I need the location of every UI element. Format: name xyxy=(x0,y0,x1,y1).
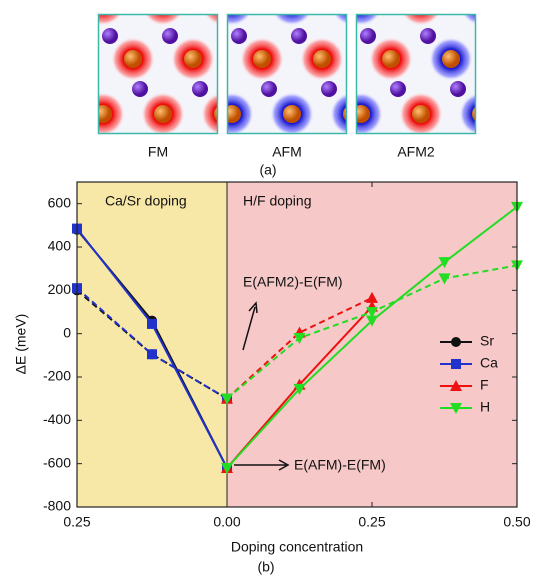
purple-atom xyxy=(390,81,406,97)
region-label: Ca/Sr doping xyxy=(105,193,187,209)
purple-atom xyxy=(450,81,466,97)
y-tick-label: 400 xyxy=(48,238,72,254)
purple-atom xyxy=(360,28,376,44)
region xyxy=(77,182,227,507)
chart-caption: (b) xyxy=(257,559,274,575)
orange-atom xyxy=(283,105,301,123)
orange-atom xyxy=(223,0,241,13)
legend-label: F xyxy=(480,377,489,393)
orange-atom xyxy=(352,105,370,123)
y-axis-title: ΔE (meV) xyxy=(13,314,29,375)
y-tick-label: 600 xyxy=(48,194,72,210)
chart: Ca/Sr doping H/F doping -800 -600 -400 -200 0 2… xyxy=(43,182,531,530)
x-tick-label: 0.25 xyxy=(63,514,90,530)
orange-atom xyxy=(184,50,202,68)
x-tick-label: 0.50 xyxy=(503,514,530,530)
annotation: E(AFM2)-E(FM) xyxy=(243,274,343,290)
marker xyxy=(451,359,461,369)
marker xyxy=(147,319,157,329)
orange-atom xyxy=(472,105,490,123)
orange-atom xyxy=(154,105,172,123)
purple-atom xyxy=(291,28,307,44)
orange-atom xyxy=(382,50,400,68)
purple-atom xyxy=(132,81,148,97)
legend-label: Ca xyxy=(480,355,498,371)
orange-atom xyxy=(352,0,370,13)
y-tick-label: -600 xyxy=(43,454,71,470)
panel-label: FM xyxy=(148,144,168,160)
orange-atom xyxy=(154,0,172,13)
orange-atom xyxy=(343,0,361,13)
x-axis-title: Doping concentration xyxy=(231,539,363,555)
marker xyxy=(147,349,157,359)
panel: AFM2 xyxy=(339,0,503,160)
marker xyxy=(451,337,461,347)
purple-atom xyxy=(102,28,118,44)
y-tick-label: 0 xyxy=(63,324,71,340)
panel-label: AFM xyxy=(272,144,302,160)
orange-atom xyxy=(94,0,112,13)
panel-caption: (a) xyxy=(259,162,276,178)
purple-atom xyxy=(192,81,208,97)
y-tick-label: -200 xyxy=(43,368,71,384)
orange-atom xyxy=(223,105,241,123)
purple-atom xyxy=(231,28,247,44)
orange-atom xyxy=(472,0,490,13)
x-tick-label: 0.00 xyxy=(213,514,240,530)
orange-atom xyxy=(283,0,301,13)
legend-label: Sr xyxy=(480,333,494,349)
panel: AFM xyxy=(210,0,374,160)
orange-atom xyxy=(412,105,430,123)
orange-atom xyxy=(253,50,271,68)
purple-atom xyxy=(162,28,178,44)
orange-atom xyxy=(94,105,112,123)
purple-atom xyxy=(261,81,277,97)
spin-density xyxy=(459,92,503,136)
orange-atom xyxy=(313,50,331,68)
legend-label: H xyxy=(480,399,490,415)
y-tick-label: -800 xyxy=(43,498,71,514)
orange-atom xyxy=(124,50,142,68)
purple-atom xyxy=(321,81,337,97)
y-tick-label: 200 xyxy=(48,281,72,297)
panels: FM AFM AFM2 xyxy=(81,0,503,160)
x-tick-label: 0.25 xyxy=(358,514,385,530)
panel-label: AFM2 xyxy=(397,144,435,160)
purple-atom xyxy=(420,28,436,44)
purple-atom xyxy=(231,134,247,150)
y-tick-label: -400 xyxy=(43,411,71,427)
annotation: E(AFM)-E(FM) xyxy=(294,457,386,473)
orange-atom xyxy=(442,50,460,68)
region-label: H/F doping xyxy=(243,193,311,209)
panel: FM xyxy=(81,0,245,160)
figure: FM AFM AFM2 (a) Ca/Sr doping H/F doping -800… xyxy=(0,0,536,578)
orange-atom xyxy=(214,0,232,13)
orange-atom xyxy=(412,0,430,13)
purple-atom xyxy=(102,134,118,150)
purple-atom xyxy=(360,134,376,150)
